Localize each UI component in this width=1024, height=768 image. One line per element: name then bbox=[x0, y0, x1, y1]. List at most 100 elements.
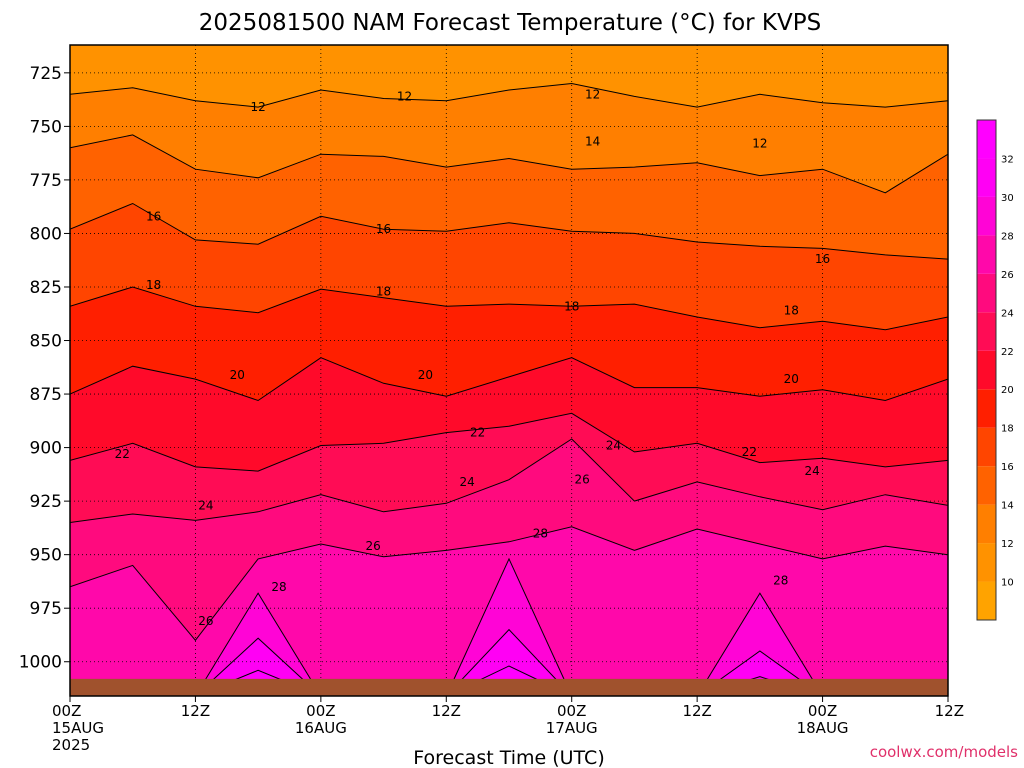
colorbar-label: 30 bbox=[1001, 193, 1014, 204]
isotherm-t24 bbox=[70, 438, 948, 523]
isotherm-label: 12 bbox=[585, 87, 600, 101]
colorbar-label: 10 bbox=[1001, 578, 1014, 589]
y-tick-label: 875 bbox=[30, 385, 62, 405]
x-tick-label: 00Z bbox=[808, 702, 837, 720]
y-tick-label: 900 bbox=[30, 439, 62, 459]
isotherm-label: 22 bbox=[742, 445, 757, 459]
x-tick-label: 00Z bbox=[52, 702, 81, 720]
colorbar-label: 14 bbox=[1001, 501, 1014, 512]
isotherm-t14 bbox=[70, 134, 948, 194]
isotherm-label: 28 bbox=[271, 580, 286, 594]
x-tick-label: 12Z bbox=[682, 702, 711, 720]
colorbar-swatch bbox=[977, 581, 996, 620]
isotherm-lines bbox=[70, 82, 948, 696]
isotherm-label: 18 bbox=[376, 284, 391, 298]
colorbar-label: 20 bbox=[1001, 385, 1014, 396]
colorbar-swatch bbox=[977, 120, 996, 159]
colorbar-label: 32 bbox=[1001, 154, 1014, 165]
isotherm-label: 20 bbox=[784, 372, 799, 386]
isotherm-label: 16 bbox=[146, 209, 161, 223]
grid-lines bbox=[70, 45, 948, 696]
colorbar-swatch bbox=[977, 312, 996, 351]
isotherm-label: 22 bbox=[115, 447, 130, 461]
y-axis: 725 750 775 800 825 850 875 900 925 950 975 1000 bbox=[19, 64, 70, 673]
colorbar-label: 22 bbox=[1001, 347, 1014, 358]
colorbar-label: 16 bbox=[1001, 462, 1014, 473]
colorbar-swatch bbox=[977, 350, 996, 390]
y-tick-label: 775 bbox=[30, 171, 62, 191]
ground-surface bbox=[70, 678, 948, 696]
isotherm-label: 24 bbox=[460, 475, 475, 489]
colorbar-label: 18 bbox=[1001, 424, 1014, 435]
isotherm-label: 16 bbox=[376, 222, 391, 236]
x-tick-label: 17AUG bbox=[546, 719, 598, 737]
isotherm-label: 26 bbox=[198, 614, 213, 628]
y-tick-label: 975 bbox=[30, 599, 62, 619]
isotherm-label: 16 bbox=[815, 252, 830, 266]
isotherm-t20 bbox=[70, 357, 948, 402]
isotherm-label: 22 bbox=[470, 426, 485, 440]
x-tick-label: 12Z bbox=[432, 702, 461, 720]
isotherm-t30 bbox=[195, 637, 322, 696]
isotherm-label: 12 bbox=[251, 100, 266, 114]
isotherm-t28 bbox=[194, 592, 322, 696]
colorbar-swatch bbox=[977, 466, 996, 505]
x-tick-label: 12Z bbox=[935, 702, 964, 720]
isotherm-t22 bbox=[70, 412, 948, 472]
y-tick-label: 950 bbox=[30, 546, 62, 566]
y-tick-label: 925 bbox=[30, 492, 62, 512]
isotherm-label: 28 bbox=[773, 573, 788, 587]
colorbar-swatch bbox=[977, 389, 996, 428]
colorbar-swatch bbox=[977, 196, 996, 236]
isotherm-label: 24 bbox=[804, 464, 819, 478]
isotherm-label: 18 bbox=[146, 278, 161, 292]
temperature-bands bbox=[70, 45, 948, 696]
y-tick-label: 850 bbox=[30, 332, 62, 352]
credit-text: coolwx.com/models bbox=[870, 743, 1018, 761]
x-tick-label: 2025 bbox=[52, 736, 90, 754]
isotherm-t26 bbox=[70, 526, 948, 642]
band-t28 bbox=[70, 558, 948, 696]
colorbar: 10 12 14 16 18 20 22 24 26 28 30 32 bbox=[976, 119, 1014, 621]
colorbar-label: 24 bbox=[1001, 308, 1014, 319]
isotherm-label: 26 bbox=[575, 473, 590, 487]
isotherm-label: 28 bbox=[533, 526, 548, 540]
isotherm-t18 bbox=[70, 286, 948, 331]
plot-frame bbox=[69, 44, 949, 697]
isotherm-label: 26 bbox=[365, 539, 380, 553]
isotherm-label: 18 bbox=[784, 304, 799, 318]
y-tick-label: 825 bbox=[30, 278, 62, 298]
isotherm-label: 14 bbox=[585, 134, 600, 148]
y-tick-label: 750 bbox=[30, 117, 62, 137]
chart-title: 2025081500 NAM Forecast Temperature (°C)… bbox=[199, 10, 821, 36]
x-axis-label: Forecast Time (UTC) bbox=[413, 747, 604, 768]
isotherm-label: 24 bbox=[198, 498, 213, 512]
isotherm-label: 20 bbox=[230, 368, 245, 382]
colorbar-label: 12 bbox=[1001, 539, 1014, 550]
x-tick-label: 00Z bbox=[557, 702, 586, 720]
isotherm-labels: 12 12 12 12 14 16 16 16 18 18 18 18 20 20 20 22 22 22 24 24… bbox=[115, 87, 831, 628]
colorbar-swatch bbox=[977, 273, 996, 313]
y-tick-label: 800 bbox=[30, 224, 62, 244]
x-tick-label: 18AUG bbox=[797, 719, 849, 737]
colorbar-swatch bbox=[977, 427, 996, 467]
colorbar-swatch bbox=[977, 158, 996, 197]
x-tick-label: 15AUG bbox=[52, 719, 104, 737]
colorbar-swatch bbox=[977, 543, 996, 582]
x-tick-label: 12Z bbox=[181, 702, 210, 720]
y-tick-label: 725 bbox=[30, 64, 62, 84]
isotherm-label: 18 bbox=[564, 299, 579, 313]
isotherm-t16 bbox=[70, 202, 948, 260]
isotherm-label: 20 bbox=[418, 368, 433, 382]
plot-area: 12 12 12 12 14 16 16 16 18 18 18 18 20 20 20 22 22 22 24 24… bbox=[70, 45, 948, 696]
y-tick-label: 1000 bbox=[19, 653, 62, 673]
isotherm-label: 12 bbox=[397, 89, 412, 103]
colorbar-swatch bbox=[977, 504, 996, 544]
colorbar-label: 26 bbox=[1001, 270, 1014, 281]
colorbar-frame bbox=[976, 119, 997, 621]
isotherm-t30 bbox=[445, 628, 573, 696]
colorbar-label: 28 bbox=[1001, 231, 1014, 242]
isotherm-t12 bbox=[70, 82, 948, 108]
